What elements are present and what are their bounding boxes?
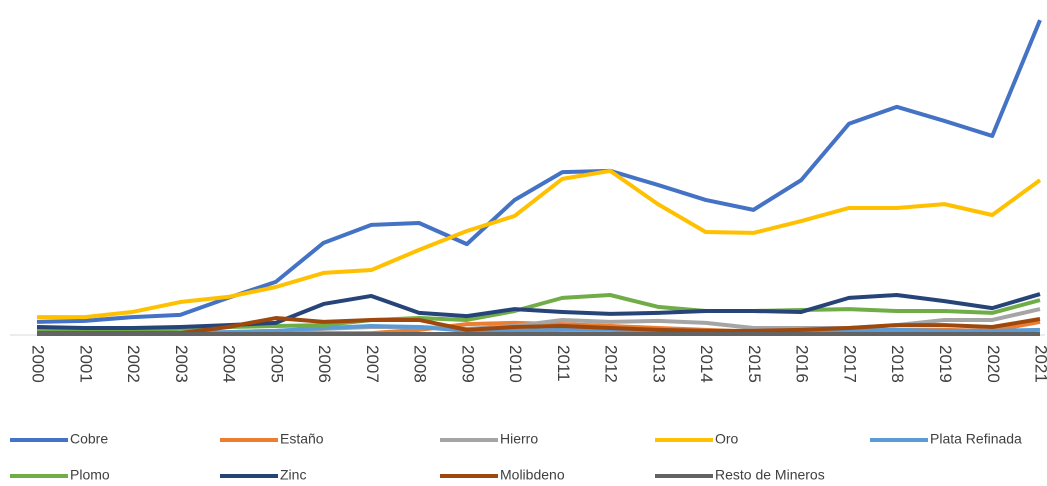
series-line — [36, 292, 1041, 330]
x-tick-label: 2008 — [411, 345, 430, 383]
legend-label: Molibdeno — [500, 467, 565, 483]
legend-label: Resto de Mineros — [715, 467, 825, 483]
x-tick-label: 2011 — [554, 345, 573, 382]
x-tick-label: 2007 — [363, 345, 382, 383]
x-tick-label: 2009 — [458, 345, 477, 383]
series-line — [37, 168, 1042, 320]
x-tick-label: 2003 — [172, 345, 191, 383]
x-tick-label: 2004 — [220, 345, 239, 383]
legend-label: Oro — [715, 431, 739, 447]
series-line — [37, 316, 1041, 336]
x-tick-label: 2018 — [888, 345, 907, 383]
x-tick-label: 2019 — [936, 345, 955, 383]
x-tick-label: 2010 — [506, 345, 525, 383]
legend-label: Hierro — [500, 431, 538, 447]
x-tick-label: 2014 — [697, 345, 716, 383]
legend-label: Estaño — [280, 431, 324, 447]
x-tick-label: 2000 — [29, 345, 48, 383]
x-tick-label: 2017 — [840, 345, 859, 383]
series-line — [36, 19, 1042, 324]
x-tick-label: 2016 — [793, 345, 812, 383]
x-tick-label: 2006 — [315, 345, 334, 383]
legend-label: Plomo — [70, 467, 110, 483]
x-tick-label: 2012 — [602, 345, 621, 383]
x-tick-label: 2002 — [124, 345, 143, 383]
x-tick-label: 2021 — [1032, 345, 1047, 383]
x-tick-label: 2001 — [76, 345, 95, 383]
legend-label: Plata Refinada — [930, 431, 1022, 447]
x-tick-label: 2013 — [649, 345, 668, 383]
x-tick-label: 2015 — [745, 345, 764, 383]
legend-label: Zinc — [280, 467, 306, 483]
x-tick-label: 2005 — [267, 345, 286, 383]
legend-label: Cobre — [70, 431, 108, 447]
x-tick-label: 2020 — [984, 345, 1003, 383]
